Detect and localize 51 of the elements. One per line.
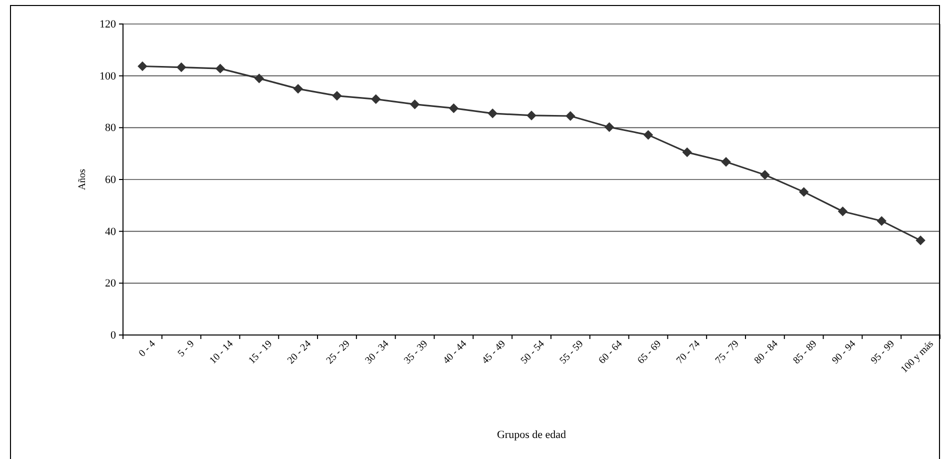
point: [371, 94, 381, 104]
point: [332, 90, 342, 101]
y-tick-label: 60: [105, 174, 116, 186]
x-tick-label: 100 y más: [899, 338, 936, 376]
x-tick-label: 0 - 4: [137, 338, 158, 360]
point: [215, 64, 226, 74]
point: [838, 206, 848, 216]
point: [448, 103, 459, 114]
y-tick-label: 40: [105, 226, 116, 238]
x-tick-label: 15 - 19: [246, 338, 274, 366]
x-tick-label: 45 - 49: [480, 338, 508, 366]
point: [254, 74, 264, 84]
point: [526, 110, 536, 120]
point: [760, 170, 770, 180]
y-axis-title: Años: [77, 168, 88, 190]
x-tick-label: 70 - 74: [674, 338, 702, 366]
y-tick-label: 0: [110, 330, 116, 342]
point: [682, 147, 692, 158]
point: [293, 84, 303, 94]
x-tick-label: 5 - 9: [176, 338, 197, 360]
x-tick-label: 40 - 44: [441, 338, 470, 366]
x-tick-label: 65 - 69: [636, 338, 664, 366]
x-tick-label: 35 - 39: [402, 338, 430, 366]
x-tick-label: 10 - 14: [208, 338, 236, 366]
x-tick-label: 55 - 59: [558, 338, 586, 366]
x-axis-title: Grupos de edad: [496, 429, 567, 441]
x-tick-label: 90 - 94: [830, 338, 858, 366]
x-tick-label: 95 - 99: [869, 338, 897, 366]
x-tick-label: 85 - 89: [791, 338, 820, 366]
y-tick-label: 100: [100, 70, 116, 82]
x-tick-label: 25 - 29: [324, 338, 352, 366]
y-tick-label: 120: [100, 18, 116, 31]
x-tick-label: 80 - 84: [752, 338, 780, 366]
x-tick-label: 50 - 54: [518, 338, 547, 366]
y-tick-label: 80: [105, 122, 116, 134]
point: [566, 111, 576, 121]
point: [138, 61, 148, 72]
x-tick-label: 75 - 79: [714, 338, 742, 366]
point: [798, 187, 809, 197]
point: [410, 99, 420, 110]
x-tick-label: 30 - 34: [363, 338, 392, 366]
point: [916, 236, 926, 246]
y-tick-label: 20: [105, 278, 116, 290]
x-tick-label: 20 - 24: [286, 338, 314, 366]
point: [176, 62, 186, 72]
x-tick-label: 60 - 64: [596, 338, 625, 366]
point: [604, 122, 614, 132]
point: [721, 157, 731, 167]
point: [876, 216, 886, 226]
point: [488, 108, 498, 118]
point: [643, 130, 654, 140]
